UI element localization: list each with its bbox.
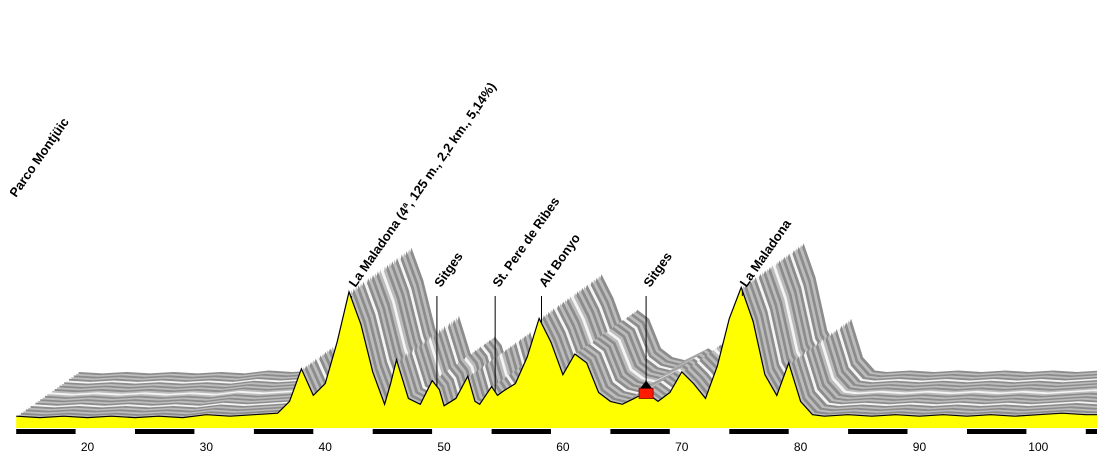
plot-area: Parco Montjüic La Maladona (4ª, 125 m., 2… <box>6 79 1097 428</box>
profile-shadow <box>18 243 1097 427</box>
profile-fill-layer <box>16 285 1097 428</box>
axis-bar-segment <box>372 429 433 434</box>
x-tick-label: 80 <box>794 440 808 454</box>
profile-shadow-band <box>21 284 1097 425</box>
landmark-label: Sitges <box>640 249 675 290</box>
x-tick-label: 100 <box>1028 440 1048 454</box>
x-tick-label: 70 <box>675 440 689 454</box>
finish-flag-icon <box>638 388 654 399</box>
axis-bar-segment <box>729 429 789 434</box>
x-tick-label: 30 <box>200 440 214 454</box>
axis-bar-segment <box>967 429 1027 434</box>
x-tick-label: 90 <box>913 440 927 454</box>
x-tick-label: 50 <box>437 440 451 454</box>
x-tick-label: 20 <box>81 440 95 454</box>
axis-bar-segment <box>16 429 76 434</box>
landmark-label: Sitges <box>431 249 466 290</box>
finish-marker-layer <box>638 380 654 399</box>
axis-bar-segment <box>253 429 314 434</box>
axis-bar-segment <box>1085 429 1097 434</box>
axis-bar-segment <box>491 429 551 434</box>
profile-shadow-band <box>18 285 1097 427</box>
landmark-label: La Maladona (4ª, 125 m., 2,2 km., 5,14%) <box>346 79 499 289</box>
x-axis: 20 30 40 50 60 70 80 90 100 <box>10 429 1097 454</box>
landmark-label: Alt Bonyo <box>536 231 584 290</box>
profile-outline <box>16 285 1097 419</box>
landmark-label: Parco Montjüic <box>6 115 72 200</box>
finish-flag-triangle <box>640 380 653 389</box>
axis-bar-segment <box>848 429 908 434</box>
axis-bar-background <box>10 429 1097 434</box>
axis-bar-segment <box>610 429 670 434</box>
axis-bar-segment <box>135 429 195 434</box>
x-tick-label: 60 <box>556 440 570 454</box>
x-tick-label: 40 <box>319 440 333 454</box>
